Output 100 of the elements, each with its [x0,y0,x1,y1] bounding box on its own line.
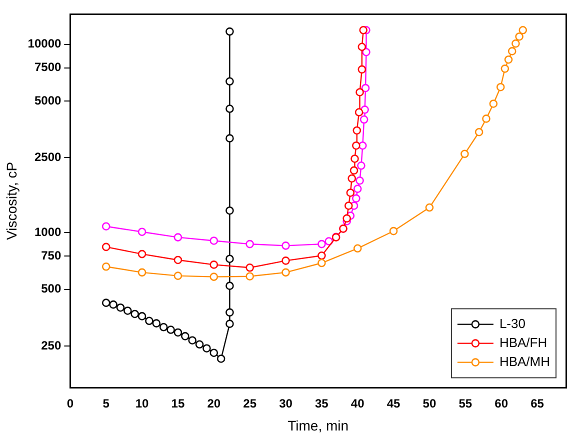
point [102,222,110,231]
point [226,308,234,317]
point [138,250,146,258]
point [166,326,175,334]
point [159,322,168,332]
point [210,260,218,269]
point [361,84,370,92]
point [318,252,326,260]
point [346,188,355,197]
point [352,141,360,150]
point [344,202,353,210]
y-tick-label: 1000 [34,224,62,239]
legend-label: HBA/MH [499,354,550,369]
point [496,82,505,92]
x-tick-label: 60 [494,396,508,410]
point [360,115,368,124]
x-tick-label: 0 [66,396,74,410]
y-tick-label: 7500 [34,60,62,74]
point [174,256,182,264]
x-tick-label: 40 [350,396,365,410]
x-tick-label: 30 [279,396,293,410]
point [282,242,290,250]
legend-label: L-30 [499,316,526,331]
point [282,256,290,265]
point [282,268,290,277]
point [226,282,234,290]
point [353,244,362,253]
point [226,77,234,86]
point [508,47,516,56]
point [210,348,218,357]
point [202,344,211,352]
point [138,228,146,236]
point [518,26,528,34]
point [358,65,366,74]
point [152,319,161,328]
y-tick-label: 500 [41,282,62,296]
x-tick-label: 20 [207,396,221,410]
point [174,272,182,280]
point [512,39,520,48]
point [195,340,204,349]
point [500,64,510,73]
point [353,184,362,193]
point [174,233,182,242]
point [318,240,326,248]
point [389,226,398,236]
x-tick-label: 15 [171,396,185,410]
point [246,263,254,272]
point [489,100,498,108]
x-axis-title: Time, min [288,417,349,434]
point [342,214,351,223]
x-tick-label: 25 [243,396,257,410]
point [350,166,358,175]
point [102,298,110,307]
point [226,104,234,113]
point [102,262,110,271]
x-tick-label: 65 [530,396,544,410]
point [138,312,146,320]
point [504,55,513,64]
y-axis-title: Viscosity, cP [3,162,20,240]
point [460,150,469,158]
y-tick-label: 250 [41,338,62,352]
point [145,316,154,326]
point [138,268,146,277]
y-tick-label: 5000 [34,93,62,108]
point [102,242,110,252]
point [348,174,356,183]
x-tick-label: 10 [135,396,150,410]
point [226,320,234,328]
point [226,206,234,215]
point [124,306,132,315]
point [246,272,254,281]
x-tick-label: 50 [422,396,436,410]
point [210,236,218,245]
point [130,310,139,318]
point [350,154,359,163]
point [246,240,254,248]
point [352,126,362,135]
y-tick-label: 750 [41,248,62,263]
point [356,176,364,185]
y-tick-label: 10000 [28,36,62,51]
x-tick-label: 45 [386,396,401,410]
x-tick-label: 55 [458,396,472,410]
y-tick-label: 2500 [34,150,62,164]
point [180,332,190,340]
legend-label: HBA/FH [499,334,548,350]
point [354,108,364,116]
point [356,88,364,96]
point [226,27,234,36]
x-tick-label: 35 [315,396,329,410]
point [318,258,326,268]
point [357,161,366,170]
point [482,114,490,123]
point [210,272,218,281]
point [359,26,368,34]
point [216,354,226,363]
point [358,141,367,150]
point [226,254,234,264]
point [226,134,234,142]
point [174,328,182,337]
point [474,128,484,136]
